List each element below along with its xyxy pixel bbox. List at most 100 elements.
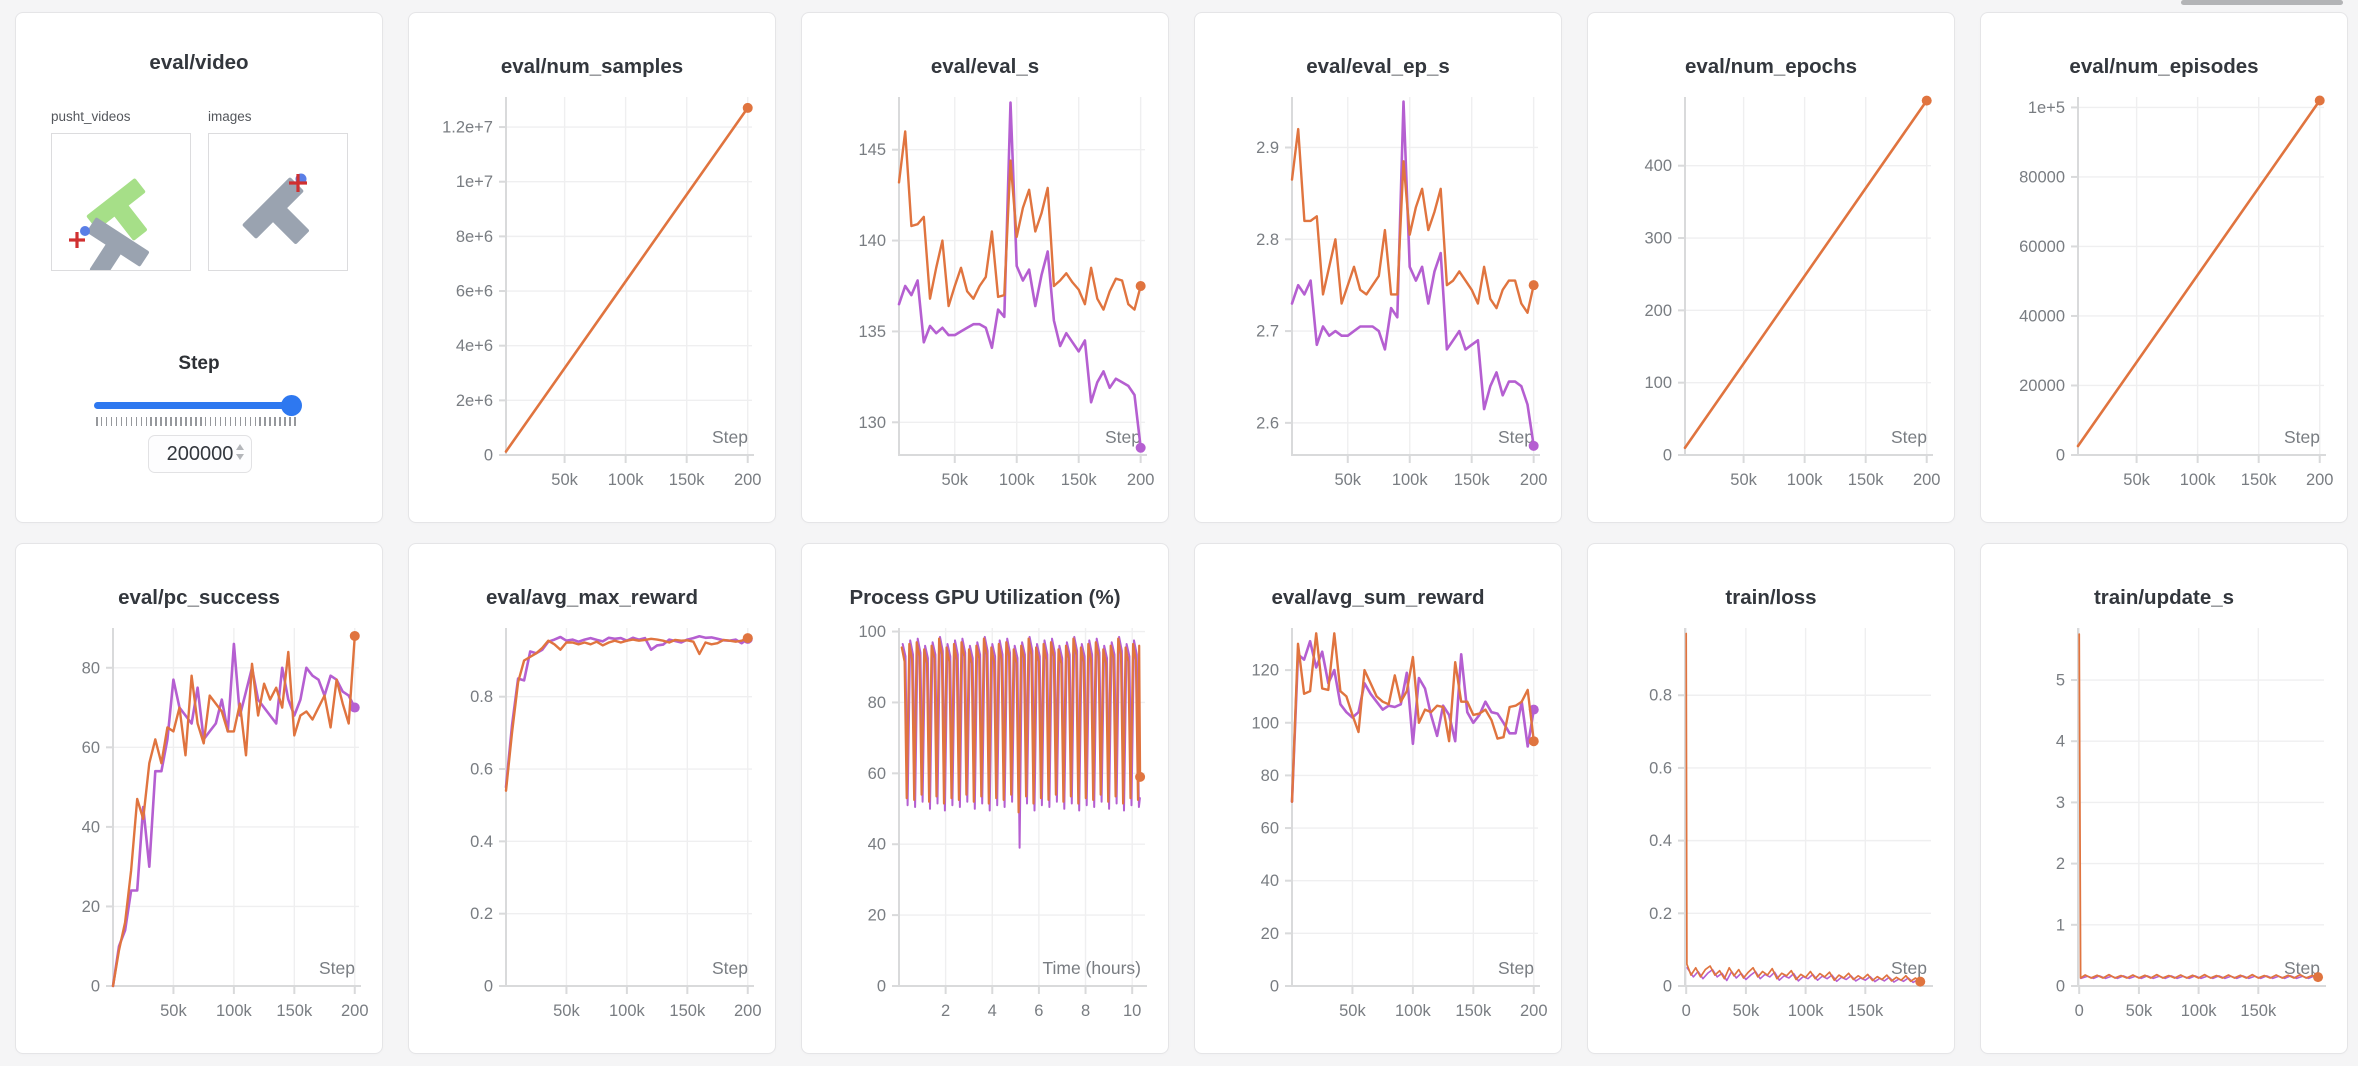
chart-panel[interactable]: eval/avg_sum_reward 0 20 40 60 80 100 120 50k 10… <box>1194 543 1562 1054</box>
chart-panel[interactable]: Process GPU Utilization (%) 0 20 40 60 80 100… <box>801 543 1169 1054</box>
y-tick-label: 40000 <box>2019 307 2065 325</box>
x-axis-title: Step <box>712 958 748 978</box>
x-tick-label: 150k <box>669 471 706 489</box>
chart-title: eval/avg_max_reward <box>486 586 698 609</box>
x-tick-label: 200 <box>1520 1002 1548 1020</box>
chart-panel[interactable]: eval/eval_ep_s 2.6 2.7 2.8 2.9 50k 100k 150k 20… <box>1194 12 1562 523</box>
series-end-dot-run-orange <box>1915 976 1926 987</box>
chart-panel[interactable]: eval/avg_max_reward 0 0.2 0.4 0.6 0.8 50k 100k… <box>408 543 776 1054</box>
y-tick-label: 120 <box>1251 662 1279 680</box>
chart-plot[interactable]: 0 20000 40000 60000 80000 1e+5 50k 100k 150k 200 S… <box>1981 87 2347 515</box>
pusht-video-frame <box>69 178 149 279</box>
series-line-run-orange <box>900 637 1142 814</box>
agent-dot <box>80 226 90 236</box>
x-tick-label: 150k <box>2241 471 2278 489</box>
y-tick-label: 80000 <box>2019 168 2065 186</box>
chart-plot[interactable]: 0 2e+6 4e+6 6e+6 8e+6 1e+7 1.2e+7 50k 100k 150k 20… <box>409 87 775 515</box>
chart-plot[interactable]: 0 20 40 60 80 100 120 50k 100k 150k 200 Step <box>1195 618 1561 1046</box>
number-spinner[interactable] <box>236 444 244 460</box>
x-tick-label: 100k <box>608 471 645 489</box>
y-tick-label: 80 <box>1261 767 1279 785</box>
x-tick-label: 100k <box>1395 1002 1432 1020</box>
x-axis-title: Step <box>1498 427 1534 447</box>
chart-plot[interactable]: 130 135 140 145 50k 100k 150k 200 Step <box>802 87 1168 515</box>
y-tick-label: 40 <box>82 818 100 836</box>
y-tick-label: 40 <box>868 836 886 854</box>
y-tick-label: 0 <box>484 978 493 996</box>
y-tick-label: 8e+6 <box>456 228 493 246</box>
y-tick-label: 0.4 <box>470 833 493 851</box>
y-tick-label: 130 <box>858 414 886 432</box>
spinner-up-icon[interactable] <box>236 444 244 450</box>
slider-tick-ruler <box>96 417 296 426</box>
image-thumbnail[interactable] <box>208 133 348 271</box>
y-tick-label: 200 <box>1644 302 1672 320</box>
chart-plot[interactable]: 0 20 40 60 80 100 2 4 6 8 10 Time (hours) <box>802 618 1168 1046</box>
chart-panel[interactable]: train/loss 0 0.2 0.4 0.6 0.8 0 50k 100k 150k Step <box>1587 543 1955 1054</box>
video-thumbnail-pusht[interactable] <box>51 133 191 279</box>
chart-plot[interactable]: 0 1 2 3 4 5 0 50k 100k 150k Step <box>1981 618 2347 1046</box>
x-axis-title: Step <box>1891 958 1927 978</box>
chart-panel[interactable]: eval/num_epochs 0 100 200 300 400 50k 100k 150k… <box>1587 12 1955 523</box>
x-tick-label: 200 <box>734 471 762 489</box>
x-tick-label: 200 <box>1127 471 1155 489</box>
y-tick-label: 145 <box>858 141 886 159</box>
y-tick-label: 4 <box>2056 733 2065 751</box>
x-tick-label: 150k <box>1061 471 1098 489</box>
series-line-run-orange <box>111 634 356 988</box>
x-tick-label: 2 <box>941 1002 950 1020</box>
y-tick-label: 60 <box>82 739 100 757</box>
horizontal-scrollbar-thumb[interactable] <box>2181 0 2343 5</box>
x-axis-title: Step <box>1498 958 1534 978</box>
y-tick-label: 0.2 <box>1649 905 1672 923</box>
chart-title: eval/pc_success <box>118 586 280 609</box>
chart-panel[interactable]: eval/num_samples 0 2e+6 4e+6 6e+6 8e+6 1e+7 1.… <box>408 12 776 523</box>
series-line-run-purple <box>901 635 1141 849</box>
x-axis-title: Step <box>2284 427 2320 447</box>
chart-panel[interactable]: eval/num_episodes 0 20000 40000 60000 80000 1… <box>1980 12 2348 523</box>
series-end-dot-run-purple <box>1528 440 1539 451</box>
x-tick-label: 50k <box>1334 471 1361 489</box>
x-tick-label: 0 <box>2075 1002 2084 1020</box>
series-line-run-orange <box>504 636 749 792</box>
x-axis-title: Step <box>1891 427 1927 447</box>
chart-panel[interactable]: eval/eval_s 130 135 140 145 50k 100k 150k 200 St… <box>801 12 1169 523</box>
y-tick-label: 0 <box>1663 447 1672 465</box>
chart-panel[interactable]: eval/pc_success 0 20 40 60 80 50k 100k 150k 200 S… <box>15 543 383 1054</box>
chart-title: eval/num_episodes <box>2069 55 2259 78</box>
x-tick-label: 50k <box>2123 471 2150 489</box>
x-tick-label: 150k <box>1454 471 1491 489</box>
y-tick-label: 60000 <box>2019 238 2065 256</box>
chart-plot[interactable]: 0 0.2 0.4 0.6 0.8 50k 100k 150k 200 Step <box>409 618 775 1046</box>
y-tick-label: 0 <box>2056 978 2065 996</box>
x-tick-label: 100k <box>999 471 1036 489</box>
series-line-run-purple <box>1290 100 1536 448</box>
panel-title: eval/video <box>149 51 249 74</box>
y-tick-label: 2.9 <box>1256 139 1279 157</box>
media-label-images: images <box>208 109 252 124</box>
x-tick-label: 50k <box>1733 1002 1760 1020</box>
x-axis-title: Step <box>712 427 748 447</box>
chart-panel[interactable]: train/update_s 0 1 2 3 4 5 0 50k 100k 150k Step <box>1980 543 2348 1054</box>
chart-plot[interactable]: 0 0.2 0.4 0.6 0.8 0 50k 100k 150k Step <box>1588 618 1954 1046</box>
series-end-dot-run-orange <box>742 102 753 113</box>
y-tick-label: 0.6 <box>1649 759 1672 777</box>
y-tick-label: 0.8 <box>470 688 493 706</box>
y-tick-label: 400 <box>1644 157 1672 175</box>
series-end-dot-run-orange <box>349 630 360 641</box>
slider-thumb[interactable] <box>281 395 302 416</box>
x-tick-label: 10 <box>1123 1002 1141 1020</box>
y-tick-label: 4e+6 <box>456 337 493 355</box>
chart-title: train/update_s <box>2093 586 2235 609</box>
slider-track[interactable] <box>94 402 298 409</box>
media-panel-eval-video[interactable]: eval/video pusht_videos images <box>15 12 383 523</box>
x-tick-label: 100k <box>1787 471 1824 489</box>
step-value-input[interactable]: 200000 <box>148 435 252 473</box>
x-tick-label: 200 <box>734 1002 762 1020</box>
spinner-down-icon[interactable] <box>236 454 244 460</box>
chart-plot[interactable]: 0 20 40 60 80 50k 100k 150k 200 Step <box>16 618 382 1046</box>
chart-plot[interactable]: 0 100 200 300 400 50k 100k 150k 200 Step <box>1588 87 1954 515</box>
step-slider[interactable] <box>94 395 302 416</box>
chart-plot[interactable]: 2.6 2.7 2.8 2.9 50k 100k 150k 200 Step <box>1195 87 1561 515</box>
y-tick-label: 20 <box>1261 925 1279 943</box>
